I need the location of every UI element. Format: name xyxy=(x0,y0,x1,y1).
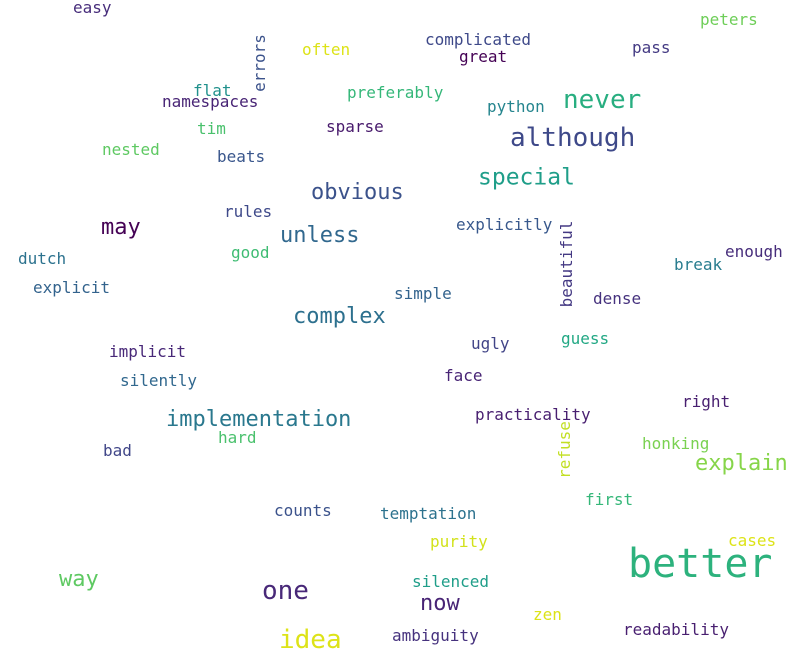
word-dense: dense xyxy=(593,289,642,308)
word-counts: counts xyxy=(274,501,332,520)
word-practicality: practicality xyxy=(475,405,591,424)
word-pass: pass xyxy=(632,38,671,57)
word-purity: purity xyxy=(430,532,488,551)
word-python: python xyxy=(487,97,545,116)
word-first: first xyxy=(585,490,634,509)
word-special: special xyxy=(478,164,575,191)
word-nested: nested xyxy=(102,140,160,159)
word-better: better xyxy=(628,541,773,587)
word-explain: explain xyxy=(695,451,788,476)
word-beautiful: beautiful xyxy=(557,220,576,308)
word-never: never xyxy=(563,85,642,115)
word-preferably: preferably xyxy=(347,83,444,102)
word-silenced: silenced xyxy=(412,572,490,591)
word-obvious: obvious xyxy=(311,180,404,205)
word-although: although xyxy=(510,123,636,153)
word-temptation: temptation xyxy=(380,504,477,523)
word-complex: complex xyxy=(293,304,386,329)
word-readability: readability xyxy=(623,620,729,639)
word-namespaces: namespaces xyxy=(162,92,259,111)
word-may: may xyxy=(101,215,141,240)
word-peters: peters xyxy=(700,10,758,29)
word-ugly: ugly xyxy=(471,334,510,353)
word-beats: beats xyxy=(217,147,266,166)
word-silently: silently xyxy=(120,371,198,390)
word-flat: flat xyxy=(193,81,232,100)
word-zen: zen xyxy=(533,605,562,624)
word-tim: tim xyxy=(197,119,226,138)
word-dutch: dutch xyxy=(18,249,67,268)
word-unless: unless xyxy=(280,223,360,248)
word-explicitly: explicitly xyxy=(456,215,553,234)
word-often: often xyxy=(302,40,351,59)
word-implicit: implicit xyxy=(109,342,187,361)
word-refuse: refuse xyxy=(555,421,574,479)
word-errors: errors xyxy=(250,34,269,92)
word-honking: honking xyxy=(642,434,710,453)
word-one: one xyxy=(262,576,309,606)
word-idea: idea xyxy=(279,625,342,655)
word-rules: rules xyxy=(224,202,273,221)
word-face: face xyxy=(444,366,483,385)
word-hard: hard xyxy=(218,428,257,447)
word-easy: easy xyxy=(73,0,112,17)
word-good: good xyxy=(231,243,270,262)
word-implementation: implementation xyxy=(166,407,352,432)
word-guess: guess xyxy=(561,329,610,348)
word-great: great xyxy=(459,47,508,66)
word-now: now xyxy=(420,591,460,616)
word-cases: cases xyxy=(728,531,777,550)
word-ambiguity: ambiguity xyxy=(392,626,479,645)
word-simple: simple xyxy=(394,284,452,303)
word-explicit: explicit xyxy=(33,278,111,297)
word-sparse: sparse xyxy=(326,117,384,136)
word-bad: bad xyxy=(103,441,132,460)
word-right: right xyxy=(682,392,731,411)
word-enough: enough xyxy=(725,242,783,261)
word-break: break xyxy=(674,255,723,274)
word-complicated: complicated xyxy=(425,30,531,49)
word-way: way xyxy=(59,567,99,592)
